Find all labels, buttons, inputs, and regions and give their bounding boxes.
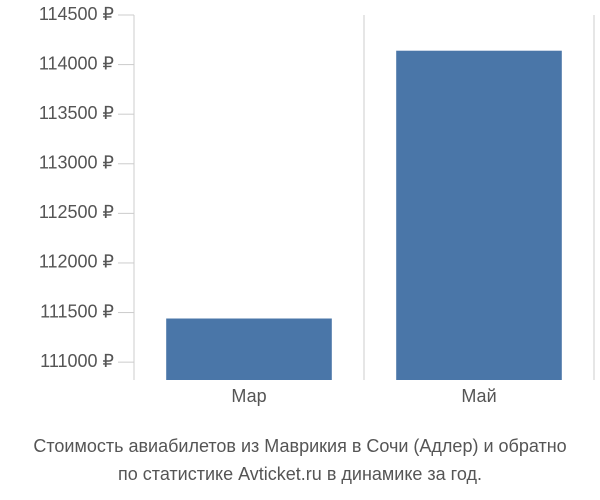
y-tick-label: 114000 ₽ (39, 53, 114, 73)
x-tick-label: Май (461, 386, 496, 406)
y-tick-label: 111500 ₽ (40, 301, 114, 321)
y-tick-label: 111000 ₽ (40, 351, 114, 371)
y-tick-label: 113000 ₽ (39, 153, 114, 173)
y-tick-label: 114500 ₽ (39, 4, 114, 24)
chart-title: по статистике Avticket.ru в динамике за … (118, 464, 482, 484)
bar (166, 318, 332, 380)
y-tick-label: 112000 ₽ (39, 252, 114, 272)
chart-title: Стоимость авиабилетов из Маврикия в Сочи… (33, 436, 566, 456)
x-tick-label: Мар (231, 386, 266, 406)
y-tick-label: 112500 ₽ (39, 202, 114, 222)
bar (396, 50, 562, 381)
y-tick-label: 113500 ₽ (39, 103, 114, 123)
